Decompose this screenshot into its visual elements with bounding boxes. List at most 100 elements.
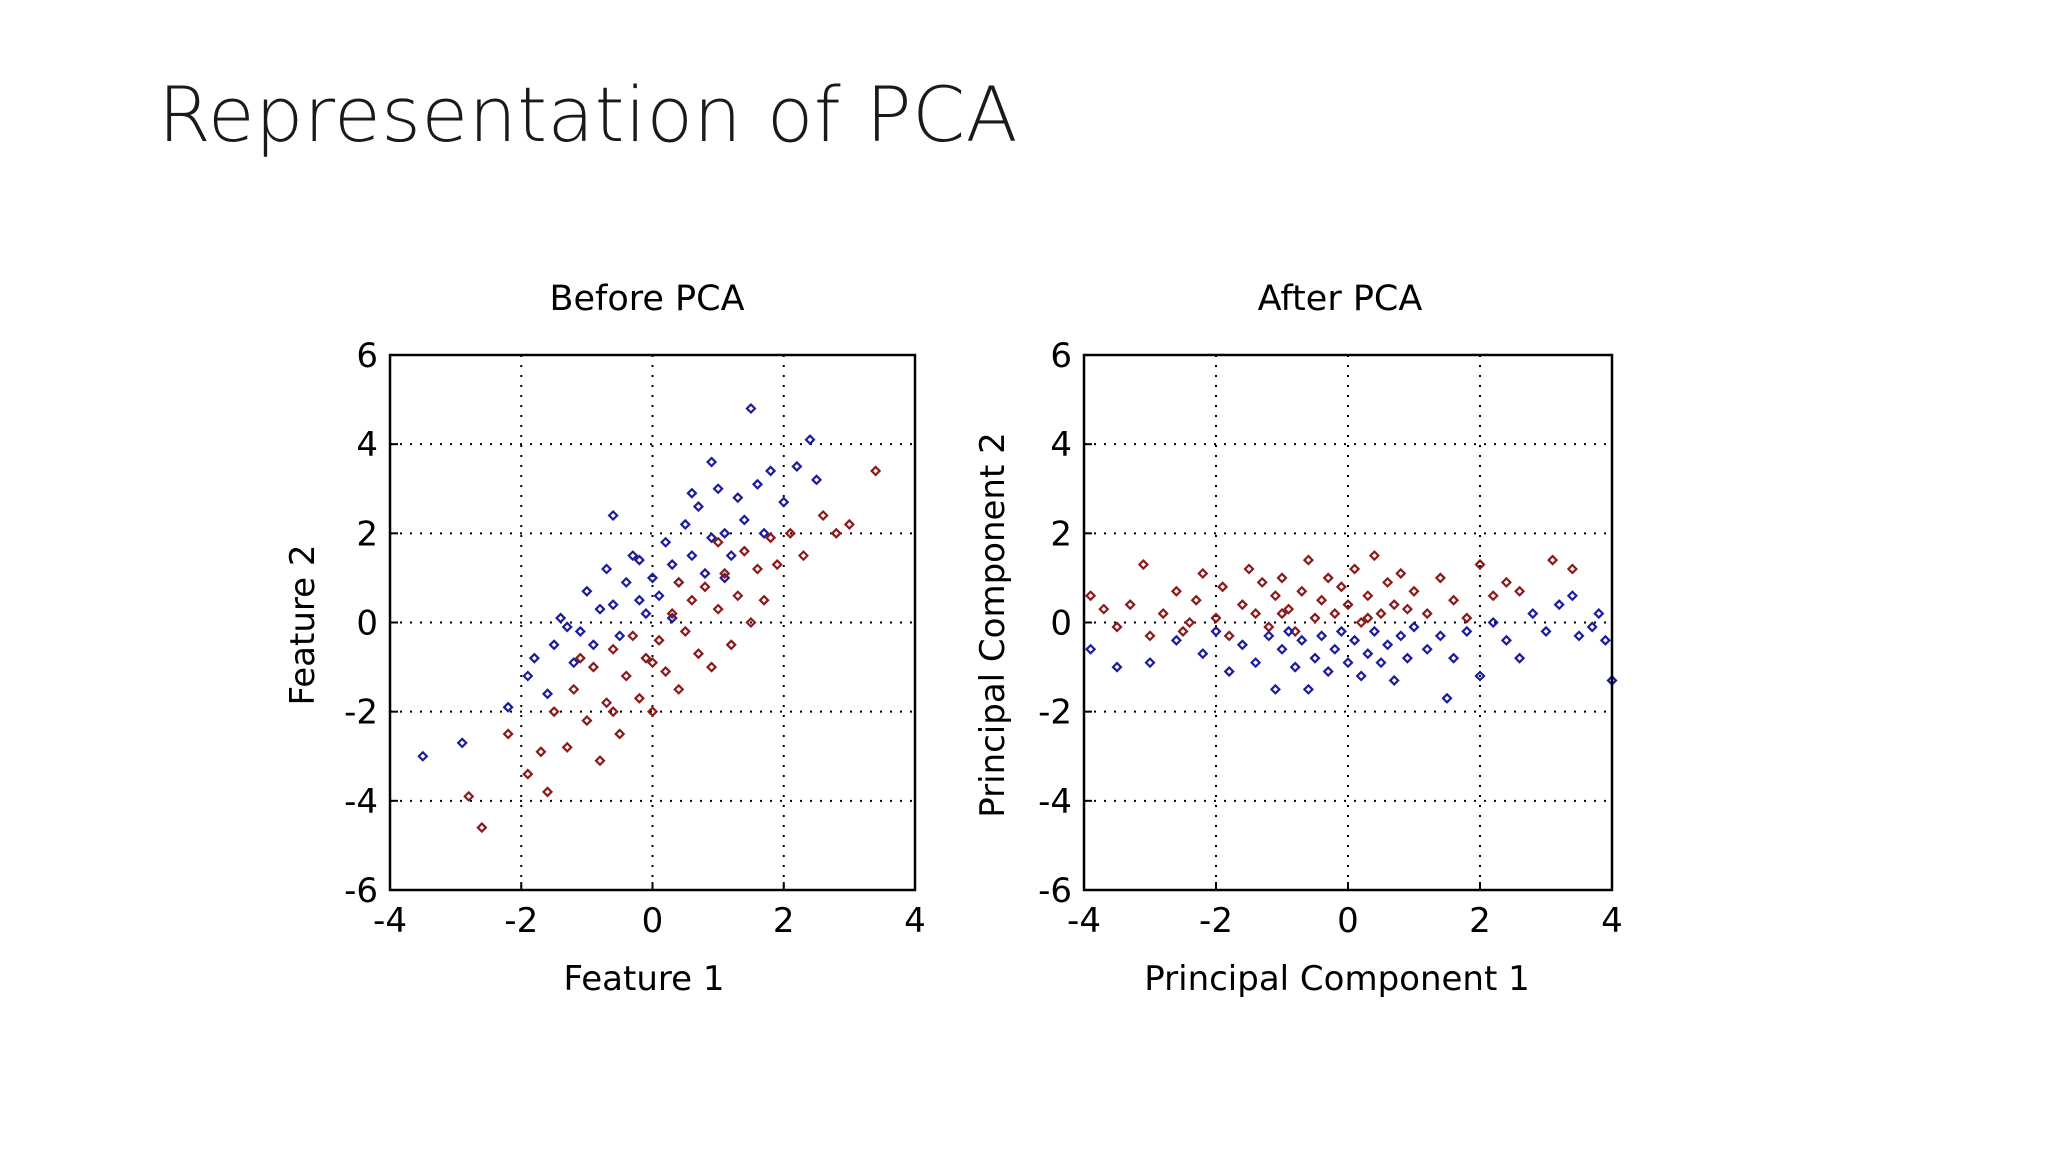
- x-tick-label: 4: [1601, 901, 1623, 941]
- data-point: [541, 786, 554, 798]
- data-point: [476, 822, 488, 834]
- data-point: [765, 532, 777, 544]
- data-point: [1124, 599, 1136, 611]
- data-point: [1586, 621, 1598, 633]
- data-point: [1289, 661, 1301, 673]
- data-point: [1355, 670, 1367, 682]
- data-point: [1388, 599, 1400, 611]
- data-point: [1296, 585, 1308, 597]
- data-point: [692, 501, 704, 513]
- data-point: [1256, 576, 1268, 588]
- data-point: [1223, 665, 1235, 678]
- y-tick-label: 6: [1050, 336, 1072, 376]
- data-point: [1329, 608, 1341, 620]
- data-point: [1335, 625, 1347, 637]
- data-point: [1382, 576, 1394, 588]
- data-point: [712, 483, 724, 495]
- data-point: [817, 509, 829, 522]
- data-point: [555, 612, 567, 624]
- data-point: [811, 474, 823, 486]
- x-tick-label: -2: [1199, 901, 1233, 941]
- data-point: [568, 683, 580, 695]
- data-point: [1388, 674, 1400, 687]
- data-point: [666, 608, 678, 620]
- data-point: [1421, 608, 1433, 620]
- data-point: [719, 572, 731, 584]
- data-point: [646, 572, 659, 584]
- y-axis-label: Feature 2: [283, 545, 323, 706]
- data-point: [732, 590, 744, 602]
- data-point: [1243, 563, 1255, 575]
- data-point: [686, 550, 698, 562]
- data-point: [1276, 643, 1288, 655]
- data-point: [614, 728, 626, 740]
- data-point: [620, 576, 632, 588]
- data-point: [1434, 572, 1446, 584]
- figure: Before PCA Feature 1 Feature 2 -4 -2 0 2 4 -6…: [250, 270, 1650, 1030]
- data-point: [1157, 608, 1169, 620]
- data-point: [1382, 639, 1394, 651]
- data-point: [843, 518, 855, 530]
- x-tick-label: -4: [1067, 901, 1101, 941]
- data-point: [1474, 558, 1486, 571]
- data-point: [646, 706, 659, 718]
- x-tick-label: -4: [373, 901, 407, 941]
- data-point: [1236, 639, 1248, 651]
- data-point: [502, 728, 514, 740]
- data-point: [502, 701, 514, 713]
- data-point: [1355, 616, 1367, 629]
- data-point: [522, 768, 534, 780]
- data-point: [692, 648, 704, 660]
- data-point: [607, 599, 619, 611]
- data-point: [1170, 585, 1182, 597]
- data-point: [1349, 563, 1361, 575]
- data-point: [719, 527, 731, 539]
- data-point: [791, 460, 803, 473]
- chart-title: After PCA: [1258, 279, 1423, 319]
- data-point: [1474, 670, 1486, 682]
- data-point: [1362, 648, 1374, 660]
- data-point: [725, 639, 737, 651]
- data-point: [758, 594, 770, 606]
- data-point: [1085, 643, 1097, 655]
- data-point: [1184, 616, 1196, 629]
- data-point: [1329, 643, 1341, 655]
- data-point: [686, 487, 698, 499]
- scatter-figure: Before PCA Feature 1 Feature 2 -4 -2 0 2 4 -6…: [283, 279, 1623, 999]
- before-pca-plot: Before PCA Feature 1 Feature 2 -4 -2 0 2 4 -6…: [283, 279, 926, 999]
- data-point: [528, 652, 540, 664]
- data-point: [679, 518, 691, 530]
- x-tick-label: 2: [1469, 901, 1491, 941]
- data-point: [1573, 630, 1585, 642]
- data-point: [548, 639, 560, 651]
- data-point: [1322, 572, 1334, 584]
- x-tick-label: 0: [1337, 901, 1359, 941]
- data-point: [1217, 581, 1229, 593]
- data-point: [797, 550, 809, 562]
- data-point: [1263, 621, 1275, 633]
- data-point: [633, 594, 645, 606]
- data-point: [594, 755, 606, 767]
- data-point: [738, 545, 750, 557]
- data-point: [1316, 594, 1328, 606]
- data-point: [1514, 652, 1526, 664]
- data-point: [1514, 585, 1526, 597]
- x-axis-label: Principal Component 1: [1144, 959, 1530, 999]
- data-point: [1368, 550, 1380, 562]
- data-point: [1263, 630, 1275, 642]
- y-tick-label: -2: [1038, 693, 1072, 733]
- data-point: [725, 550, 737, 562]
- data-point: [1487, 590, 1499, 602]
- data-point: [1461, 612, 1473, 624]
- data-point: [1375, 608, 1387, 620]
- data-point: [1395, 630, 1407, 642]
- y-tick-label: 2: [356, 514, 378, 554]
- data-point: [673, 576, 685, 588]
- y-axis-label: Principal Component 2: [973, 432, 1013, 818]
- y-tick-label: 6: [356, 336, 378, 376]
- data-point: [1349, 634, 1361, 646]
- data-point: [784, 527, 796, 539]
- data-point: [627, 550, 639, 562]
- data-point: [1170, 634, 1182, 646]
- data-point: [666, 612, 678, 624]
